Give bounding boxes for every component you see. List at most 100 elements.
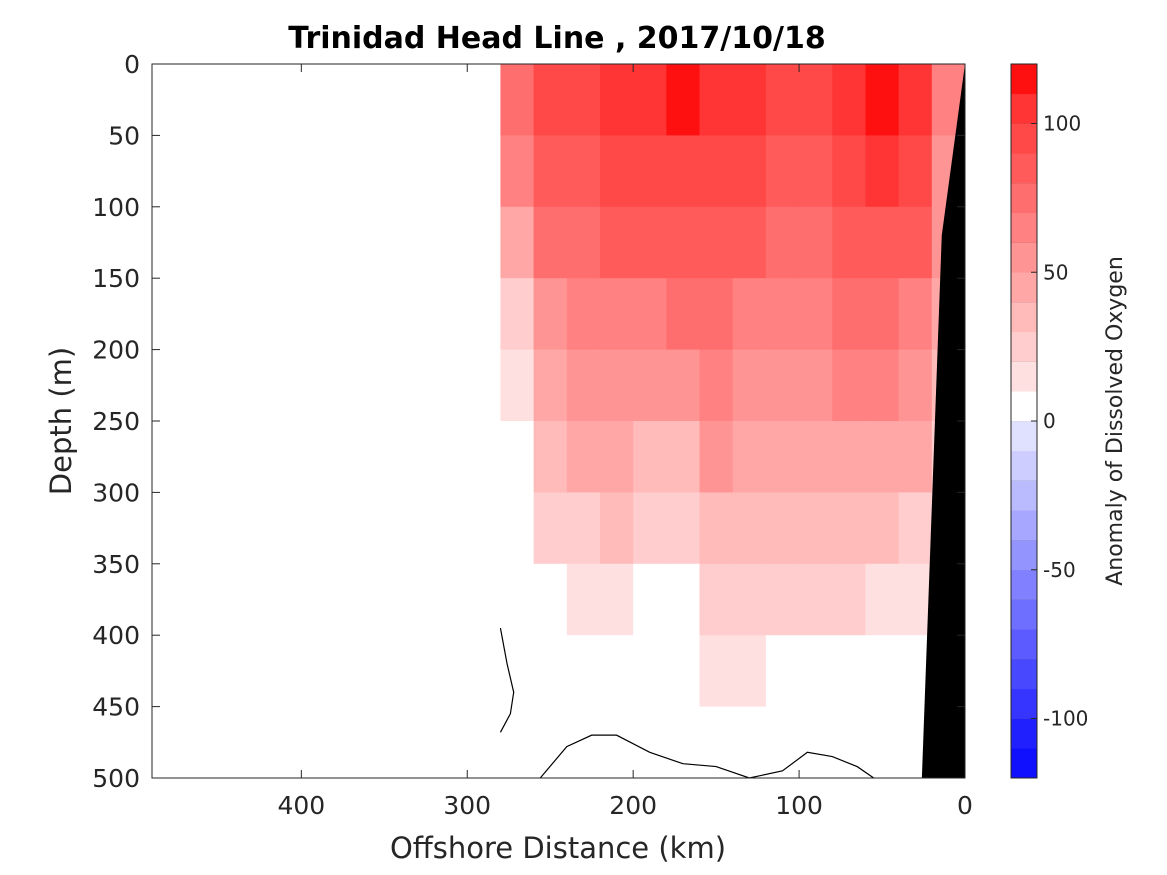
colorbar-swatch: [1011, 331, 1037, 362]
x-axis-label: Offshore Distance (km): [390, 831, 726, 865]
x-tick-label: 300: [443, 791, 491, 820]
contour-cell: [865, 349, 900, 422]
colorbar-swatch: [1011, 450, 1037, 481]
contour-cell: [666, 563, 701, 636]
contour-cell: [699, 135, 734, 208]
plot-area: [151, 63, 966, 779]
contour-cell: [765, 492, 800, 565]
contour-cell: [666, 349, 701, 422]
contour-cell: [666, 64, 701, 136]
contour-cell: [500, 563, 535, 636]
contour-cell: [765, 278, 800, 351]
y-tick-label: 300: [92, 478, 140, 507]
colorbar-tick-label: -50: [1043, 558, 1076, 582]
zero-contour-line: [539, 734, 875, 779]
colorbar-swatch: [1011, 64, 1037, 95]
contour-cell: [633, 349, 667, 422]
contour-cell: [799, 135, 833, 208]
contour-cell: [666, 492, 701, 565]
colorbar-swatch: [1011, 688, 1037, 719]
colorbar-swatch: [1011, 212, 1037, 243]
contour-cell: [765, 706, 800, 779]
contour-cell: [865, 492, 900, 565]
contour-cell: [799, 278, 833, 351]
contour-cell: [533, 278, 568, 351]
zero-contour-lines: [499, 627, 875, 779]
seafloor-mask: [921, 64, 965, 778]
contour-cell: [799, 563, 833, 636]
contour-cell: [699, 635, 734, 708]
contour-cell: [566, 635, 601, 708]
x-axis-ticks: 400 300 200 100 0: [277, 64, 973, 820]
contour-cell: [732, 349, 767, 422]
contour-cell: [765, 563, 800, 636]
contour-cell: [799, 64, 833, 136]
contour-cell: [633, 64, 667, 136]
contour-cell: [533, 492, 568, 565]
y-axis-label: Depth (m): [44, 347, 78, 495]
contour-cell: [832, 421, 866, 493]
contour-cell: [898, 349, 933, 422]
contour-cell: [599, 135, 634, 208]
contour-cell: [799, 706, 833, 779]
contour-cell: [765, 421, 800, 493]
contour-cell: [832, 635, 866, 708]
contour-cell: [500, 421, 535, 493]
colorbar-swatch: [1011, 272, 1037, 303]
contour-cell: [599, 64, 634, 136]
x-tick-label: 0: [957, 791, 973, 820]
contour-cell: [633, 706, 667, 779]
contour-cell: [732, 492, 767, 565]
contour-cell: [500, 349, 535, 422]
contour-cell: [599, 349, 634, 422]
contour-cell: [898, 492, 933, 565]
colorbar-label: Anomaly of Dissolved Oxygen: [1103, 256, 1128, 586]
y-tick-label: 150: [92, 264, 140, 293]
contour-cell: [666, 706, 701, 779]
contour-cell: [799, 349, 833, 422]
colorbar-swatch: [1011, 391, 1037, 422]
y-tick-label: 250: [92, 407, 140, 436]
contour-cell: [633, 206, 667, 279]
contour-cell: [633, 278, 667, 351]
contour-cell: [533, 635, 568, 708]
contour-cell: [898, 421, 933, 493]
colorbar-swatch: [1011, 748, 1037, 779]
y-tick-label: 0: [124, 50, 140, 79]
contour-cell: [500, 706, 535, 779]
chart-title: Trinidad Head Line , 2017/10/18: [288, 21, 825, 56]
contour-cell: [633, 421, 667, 493]
colorbar-swatch: [1011, 242, 1037, 273]
contour-cell: [765, 135, 800, 208]
contour-cell: [832, 206, 866, 279]
colorbar-tick-label: 100: [1043, 112, 1081, 136]
contour-cell: [500, 635, 535, 708]
contour-cell: [865, 278, 900, 351]
contour-cell: [732, 206, 767, 279]
contour-cell: [500, 278, 535, 351]
contour-cell: [533, 706, 568, 779]
contour-cell: [732, 278, 767, 351]
colorbar-tick-label: 50: [1043, 260, 1068, 284]
contour-cell: [832, 349, 866, 422]
contour-cell: [566, 135, 601, 208]
contour-cell: [699, 421, 734, 493]
contour-cell: [533, 421, 568, 493]
contour-cell: [699, 64, 734, 136]
x-tick-label: 100: [775, 791, 823, 820]
contour-cell: [699, 349, 734, 422]
y-tick-label: 200: [92, 336, 140, 365]
contour-cell: [500, 64, 535, 136]
colorbar-swatch: [1011, 540, 1037, 571]
contour-cell: [898, 206, 933, 279]
contour-cell: [799, 206, 833, 279]
x-tick-label: 400: [277, 791, 325, 820]
contour-cell: [599, 278, 634, 351]
contour-cell: [533, 135, 568, 208]
colorbar: 100 50 0 -50 -100: [1010, 63, 1088, 779]
contour-cell: [500, 135, 535, 208]
contour-cell: [765, 64, 800, 136]
contour-cell: [566, 349, 601, 422]
contour-cell: [633, 563, 667, 636]
y-tick-label: 50: [108, 121, 140, 150]
